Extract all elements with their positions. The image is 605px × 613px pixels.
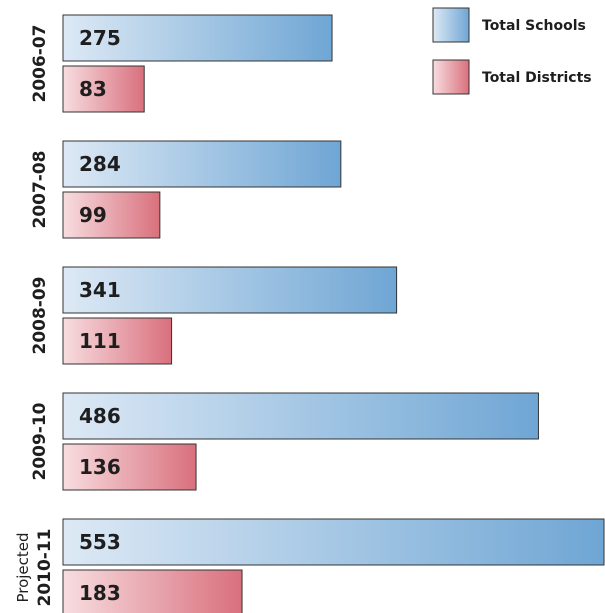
bar-total-schools-2007-08 xyxy=(62,140,342,188)
labels-layer: 275 83 2006-07 284 99 2007-08 341 111 2008-09 486… xyxy=(14,24,121,606)
bar-total-schools-2006-07 xyxy=(62,14,333,62)
data-label-total-schools-2009-10: 486 xyxy=(79,404,121,428)
data-label-total-districts-2009-10: 136 xyxy=(79,455,121,479)
category-prefix-2010-11: Projected xyxy=(14,532,32,602)
bars-layer xyxy=(62,14,605,613)
category-label-2008-09: 2008-09 xyxy=(30,276,50,354)
bar-total-schools-2009-10 xyxy=(62,392,539,440)
legend: Total Schools Total Districts xyxy=(432,7,592,95)
data-label-total-schools-2006-07: 275 xyxy=(79,26,121,50)
bar-total-districts-2010-11 xyxy=(62,569,243,613)
bar-total-districts-2008-09 xyxy=(62,317,173,365)
bar-total-districts-2009-10 xyxy=(62,443,197,491)
bar-total-districts-2006-07 xyxy=(62,65,145,113)
data-label-total-districts-2010-11: 183 xyxy=(79,581,121,605)
data-label-total-schools-2008-09: 341 xyxy=(79,278,121,302)
legend-swatch-total-districts xyxy=(432,59,470,95)
category-label-2009-10: 2009-10 xyxy=(30,402,50,480)
legend-swatch-total-schools xyxy=(432,7,470,43)
data-label-total-schools-2010-11: 553 xyxy=(79,530,121,554)
bar-total-schools-2010-11 xyxy=(62,518,605,566)
data-label-total-districts-2007-08: 99 xyxy=(79,203,107,227)
bar-total-districts-2007-08 xyxy=(62,191,161,239)
legend-label-total-districts: Total Districts xyxy=(482,70,592,86)
legend-label-total-schools: Total Schools xyxy=(482,18,586,34)
category-label-2010-11: 2010-11 xyxy=(35,528,55,606)
data-label-total-schools-2007-08: 284 xyxy=(79,152,121,176)
category-label-2006-07: 2006-07 xyxy=(30,24,50,102)
data-label-total-districts-2008-09: 111 xyxy=(79,329,121,353)
category-label-2007-08: 2007-08 xyxy=(30,150,50,228)
data-label-total-districts-2006-07: 83 xyxy=(79,77,107,101)
bar-total-schools-2008-09 xyxy=(62,266,398,314)
